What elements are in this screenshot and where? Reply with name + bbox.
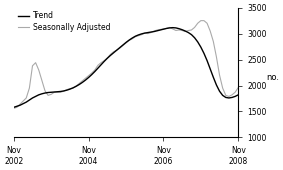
- Legend: Trend, Seasonally Adjusted: Trend, Seasonally Adjusted: [18, 12, 110, 32]
- Y-axis label: no.: no.: [266, 73, 279, 82]
